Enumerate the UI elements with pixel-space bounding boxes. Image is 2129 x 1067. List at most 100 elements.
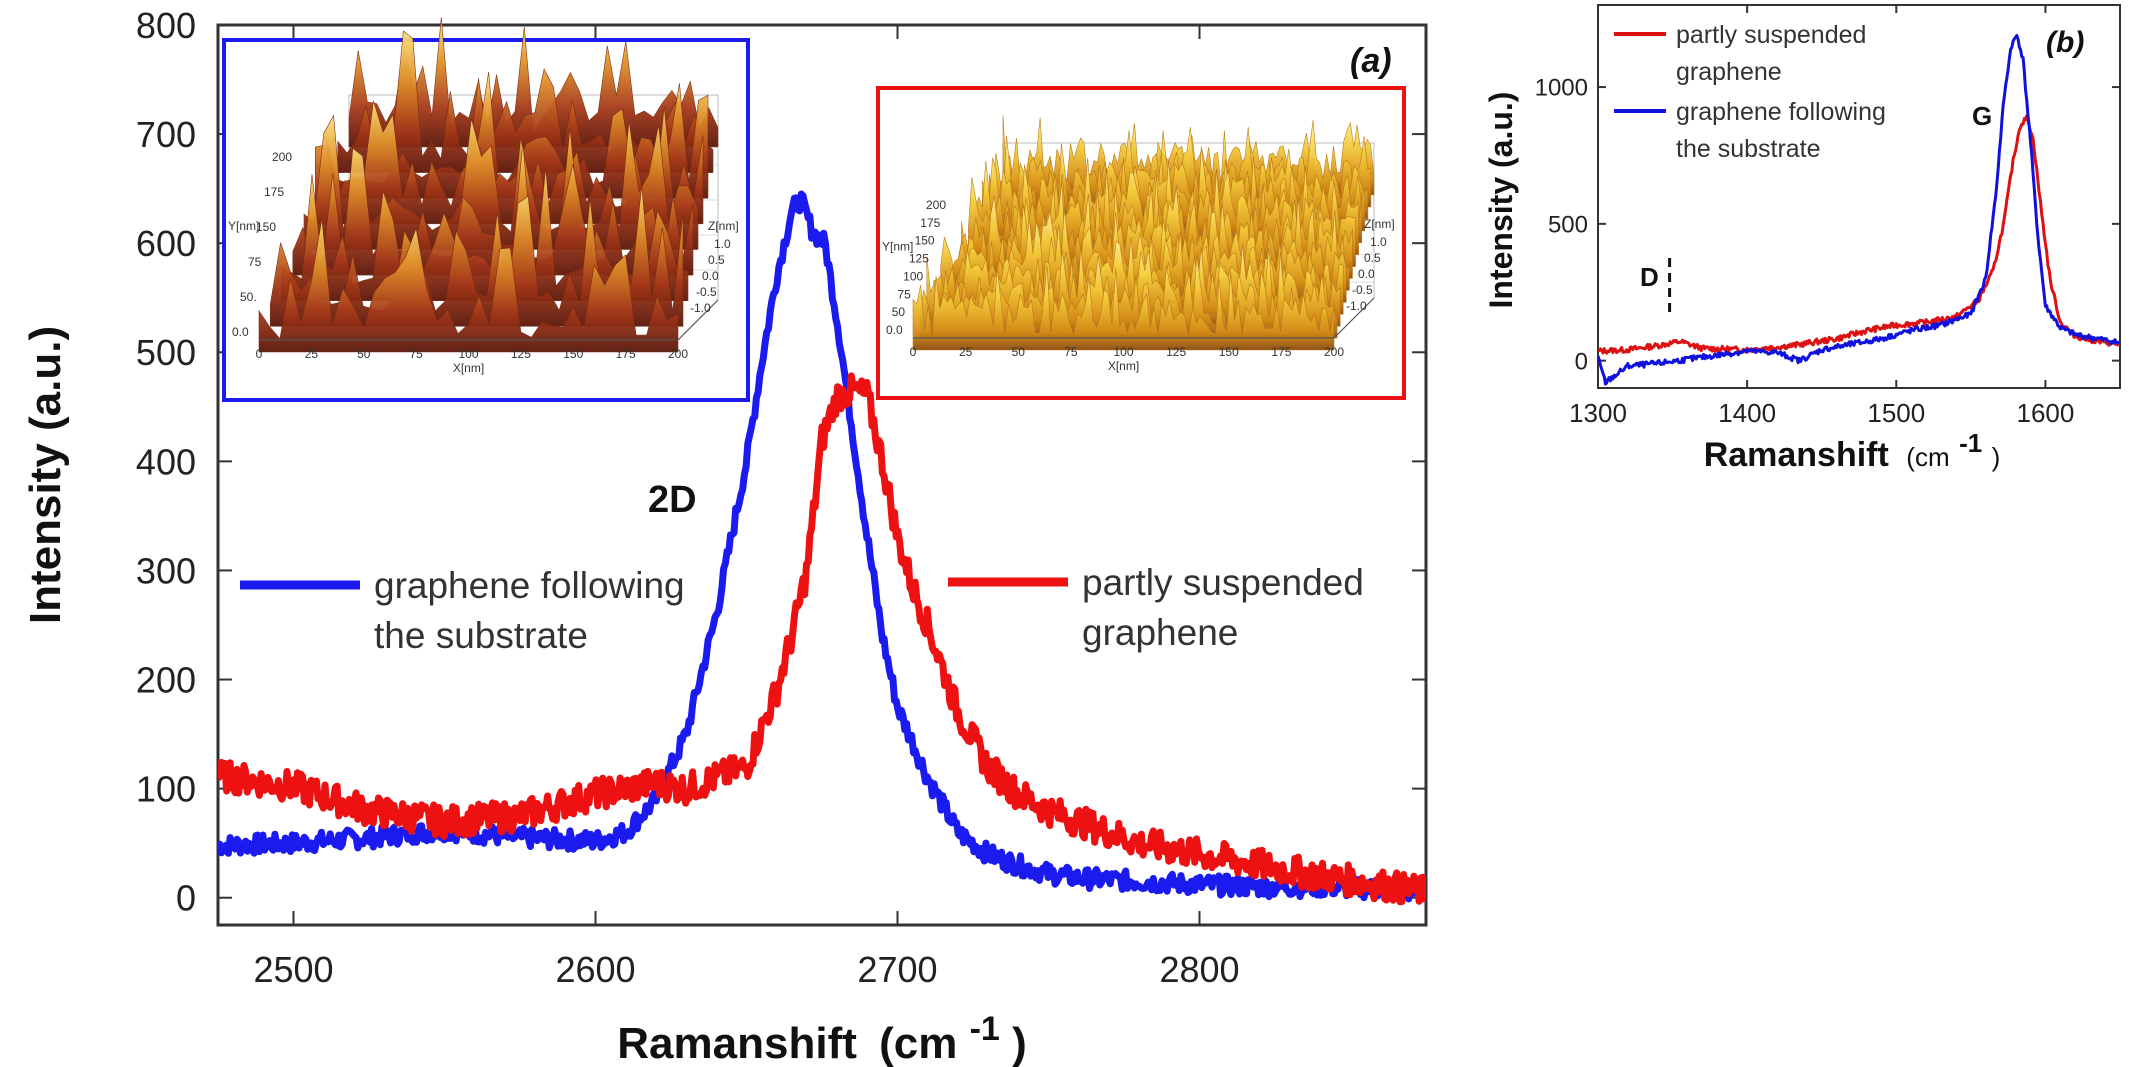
inset-y-tick-label: 75 xyxy=(248,255,262,269)
inset-x-tick-label: 150 xyxy=(563,347,583,361)
inset-afm-rough-surface: 0 25 50 75 100 125 150 175 200 X[nm] 0.0 50. 75 150 17… xyxy=(222,17,750,402)
inset-x-tick-label: 125 xyxy=(1166,345,1186,359)
panel-b-y-ticks: 0 500 1000 xyxy=(1535,75,2120,375)
panel-b-xlabel-sup: -1 xyxy=(1959,428,1982,458)
legend-label-red-line1: partly suspended xyxy=(1082,562,1364,603)
b-legend-label-blue-line2: the substrate xyxy=(1676,135,1821,163)
panel-b-series-lines xyxy=(1598,33,2120,386)
panel-b-plot-frame xyxy=(1597,4,2121,389)
inset-x-axis-label: X[nm] xyxy=(1108,359,1139,373)
inset-y-axis-label: Y[nm] xyxy=(882,239,913,253)
panel-b-x-ticks: 1300 1400 1500 1600 xyxy=(1569,5,2074,428)
panel-a-xlabel-text: Ramanshift xyxy=(617,1019,857,1067)
panel-b-xlabel-text: Ramanshift xyxy=(1704,436,1889,474)
y-tick-label: 400 xyxy=(136,441,196,482)
peak-annotation-2d: 2D xyxy=(648,479,697,521)
inset-z-tick-label: -0.5 xyxy=(696,285,717,299)
inset-y-tick-label: 100 xyxy=(903,269,923,283)
inset-z-tick-label: -0.5 xyxy=(1352,283,1373,297)
panel-a-xlabel-unit: (cm xyxy=(879,1019,957,1067)
y-tick-label: 500 xyxy=(1548,211,1588,238)
inset-x-tick-label: 175 xyxy=(616,347,636,361)
y-tick-label: 0 xyxy=(176,878,196,919)
inset-x-tick-label: 0 xyxy=(256,347,263,361)
inset-x-tick-label: 150 xyxy=(1219,345,1239,359)
x-tick-label: 1400 xyxy=(1718,398,1776,428)
panel-a-plot-frame xyxy=(216,23,1428,927)
peak-annotation-d: D xyxy=(1640,262,1659,292)
inset-surface-ridge xyxy=(912,264,1335,351)
inset-x-tick-label: 50 xyxy=(1012,345,1026,359)
panel-b-xlabel-close: ) xyxy=(1992,442,2001,472)
inset-surface-ridge xyxy=(258,218,679,353)
inset-y-tick-label: 125 xyxy=(909,252,929,266)
inset-z-axis-base xyxy=(677,299,719,341)
inset-x-tick-label: 75 xyxy=(409,347,423,361)
inset-y-axis-label: Y[nm] xyxy=(228,219,259,233)
panel-a-xlabel-close: ) xyxy=(1012,1019,1027,1067)
inset-y-tick-label: 175 xyxy=(264,185,284,199)
y-tick-label: 0 xyxy=(1575,348,1588,375)
y-tick-label: 100 xyxy=(136,769,196,810)
b-legend-label-red-line2: graphene xyxy=(1676,58,1782,86)
panel-a-x-axis-title: Ramanshift (cm -1 ) xyxy=(617,1001,1026,1067)
y-tick-label: 500 xyxy=(136,332,196,373)
inset-y-tick-label: 75 xyxy=(897,287,911,301)
inset-y-tick-label: 200 xyxy=(272,150,292,164)
y-tick-label: 1000 xyxy=(1535,75,1588,102)
x-tick-label: 1500 xyxy=(1867,398,1925,428)
y-tick-label: 700 xyxy=(136,114,196,155)
legend-label-blue-line2: the substrate xyxy=(374,615,588,656)
inset-x-tick-label: 200 xyxy=(1324,345,1344,359)
inset-y-tick-label: 50 xyxy=(892,305,906,319)
x-tick-label: 2500 xyxy=(253,949,333,990)
legend-label-blue-line1: graphene following xyxy=(374,565,685,606)
x-tick-label: 1300 xyxy=(1569,398,1627,428)
b-legend-label-red-line1: partly suspended xyxy=(1676,21,1866,49)
inset-x-tick-label: 75 xyxy=(1064,345,1078,359)
panel-a-y-axis-title: Intensity (a.u.) xyxy=(21,326,70,624)
inset-z-axis-label: Z[nm] xyxy=(708,219,739,233)
inset-x-tick-label: 100 xyxy=(1113,345,1133,359)
inset-x-tick-label: 125 xyxy=(511,347,531,361)
inset-z-tick-label: 1.0 xyxy=(1370,235,1387,249)
inset-x-tick-label: 200 xyxy=(668,347,688,361)
x-tick-label: 1600 xyxy=(2017,398,2075,428)
panel-a-xlabel-sup: -1 xyxy=(970,1010,1000,1048)
inset-y-tick-label: 50. xyxy=(240,290,257,304)
inset-z-tick-label: -1.0 xyxy=(1346,299,1367,313)
inset-afm-fine-surface: 0 25 50 75 100 125 150 175 200 X[nm] 0.0 50 75 100 125… xyxy=(876,86,1406,400)
inset-z-tick-label: 0.5 xyxy=(708,253,725,267)
panel-a-label: (a) xyxy=(1350,42,1392,80)
inset-x-tick-label: 50 xyxy=(357,347,371,361)
inset-y-tick-label: 200 xyxy=(926,198,946,212)
svg-text:Ramanshift (cm: Ramanshift (cm -1 ) xyxy=(617,1001,1026,1067)
inset-z-tick-label: 0.0 xyxy=(702,269,719,283)
inset-y-tick-label: 175 xyxy=(920,216,940,230)
inset-x-axis-label: X[nm] xyxy=(453,361,484,375)
y-tick-label: 800 xyxy=(136,5,196,46)
panel-b-chart: 0 500 1000 1300 1400 1500 1600 partly suspend… xyxy=(1483,4,2121,474)
panel-b-label: (b) xyxy=(2046,26,2084,59)
panel-a-series-lines xyxy=(218,190,1426,906)
inset-y-tick-label: 0.0 xyxy=(886,323,903,337)
inset-x-tick-label: 25 xyxy=(305,347,319,361)
y-tick-label: 600 xyxy=(136,223,196,264)
series-line-first xyxy=(218,190,1426,903)
inset-z-axis-label: Z[nm] xyxy=(1364,217,1395,231)
x-tick-label: 2600 xyxy=(555,949,635,990)
inset-z-tick-label: 0.5 xyxy=(1364,251,1381,265)
inset-y-tick-label: 150 xyxy=(915,234,935,248)
inset-z-tick-label: -1.0 xyxy=(690,301,711,315)
panel-b-x-axis-title: Ramanshift (cm -1 ) xyxy=(1704,422,2001,474)
inset-z-tick-label: 0.0 xyxy=(1358,267,1375,281)
inset-x-tick-label: 175 xyxy=(1271,345,1291,359)
inset-y-tick-label: 150 xyxy=(256,220,276,234)
inset-z-tick-label: 1.0 xyxy=(714,237,731,251)
inset-x-tick-label: 0 xyxy=(910,345,917,359)
panel-a-x-ticks: 2500 2600 2700 2800 xyxy=(253,25,1240,990)
panel-b-y-axis-title: Intensity (a.u.) xyxy=(1483,92,1519,309)
svg-text:Ramanshift (cm: Ramanshift (cm -1 ) xyxy=(1704,422,2001,474)
